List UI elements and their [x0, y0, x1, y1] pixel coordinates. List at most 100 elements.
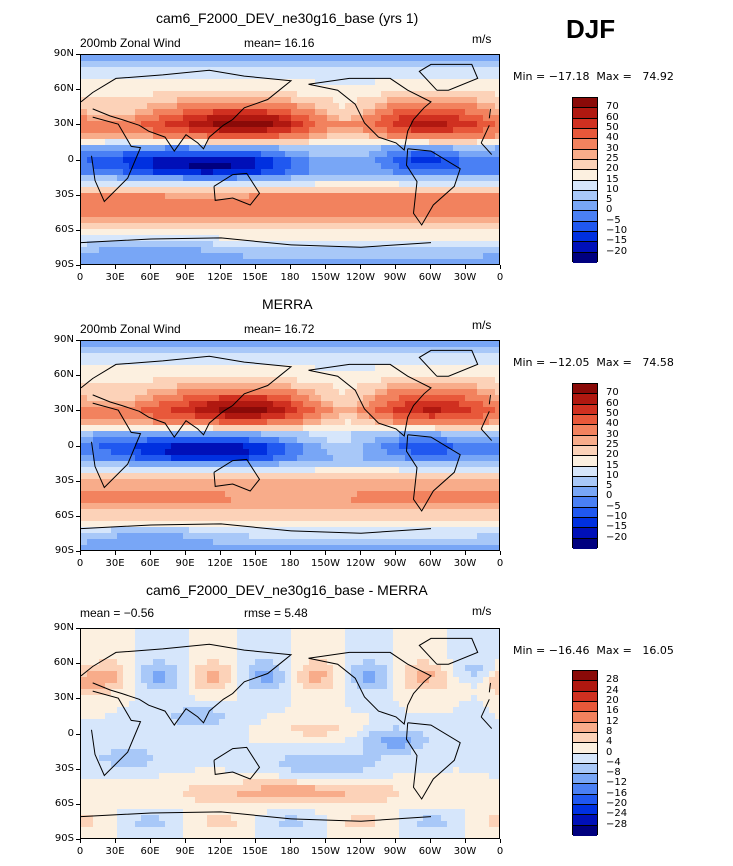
colorbar-swatch [573, 404, 597, 415]
lon-tick-mark [290, 265, 291, 269]
colorbar-label: −24 [606, 808, 628, 820]
lon-tick-label: 30E [105, 846, 125, 857]
colorbar-swatch [573, 445, 597, 457]
colorbar-label: 10 [606, 469, 619, 481]
panel-obs: MERRA 200mb Zonal Wind mean= 16.72 m/s M… [80, 296, 674, 551]
colorbar-swatch [573, 242, 597, 253]
colorbar-swatch [573, 476, 597, 488]
lat-tick-mark [76, 229, 80, 231]
colorbar-label: 15 [606, 459, 619, 471]
colorbar-label: 50 [606, 121, 619, 133]
lat-tick-mark [76, 159, 80, 161]
lon-tick-label: 90W [383, 846, 407, 857]
lon-tick-label: 120W [346, 272, 375, 283]
lat-tick-mark [76, 340, 80, 341]
colorbar-label: 16 [606, 705, 619, 717]
colorbar-label: −15 [606, 521, 628, 533]
colorbar-swatch [573, 825, 597, 836]
lon-tick-label: 0 [76, 846, 84, 857]
lat-tick-mark [76, 89, 80, 91]
colorbar-label: −20 [606, 531, 628, 543]
colorbar-label: −10 [606, 511, 628, 523]
lon-tick-mark [115, 551, 116, 555]
lat-tick-label: 90S [54, 545, 74, 556]
lon-tick-label: 90W [383, 272, 407, 283]
colorbar-label: 0 [606, 490, 613, 502]
colorbar-swatch [573, 128, 597, 140]
lon-tick-mark [150, 551, 151, 555]
mean-label: mean= 16.72 [244, 322, 315, 336]
lon-tick-label: 0 [76, 558, 84, 569]
lon-tick-label: 0 [76, 272, 84, 283]
panel-title: MERRA [262, 296, 313, 312]
lat-tick-mark [76, 54, 80, 55]
lon-tick-mark [220, 839, 221, 843]
colorbar-swatch [573, 159, 597, 171]
lon-tick-label: 180 [280, 846, 300, 857]
lat-tick-label: 0 [67, 727, 74, 739]
colorbar-label: 20 [606, 163, 619, 175]
colorbar-swatch [573, 753, 597, 764]
min-max-label: Min = −12.05 Max = 74.58 [513, 356, 674, 369]
colorbar-swatch [573, 98, 597, 109]
colorbar-swatch [573, 435, 597, 446]
lat-tick-label: 60N [53, 83, 74, 95]
lon-tick-mark [465, 839, 466, 843]
lon-tick-mark [185, 839, 186, 843]
contour-field [81, 341, 499, 550]
colorbar-label: −4 [606, 756, 621, 768]
lon-tick-mark [115, 265, 116, 269]
lon-tick-mark [325, 551, 326, 555]
colorbar-swatch [573, 805, 597, 816]
colorbar-label: 40 [606, 132, 619, 144]
lat-tick-label: 30N [53, 118, 74, 130]
lon-tick-label: 120E [207, 558, 233, 569]
lon-tick-label: 120W [346, 846, 375, 857]
contour-map [80, 340, 500, 551]
colorbar-swatch [573, 108, 597, 119]
lat-tick-label: 0 [67, 439, 74, 451]
colorbar-swatch [573, 538, 597, 549]
colorbar-swatch [573, 414, 597, 426]
panel-title: cam6_F2000_DEV_ne30g16_base (yrs 1) [156, 10, 419, 26]
lon-tick-label: 150E [242, 272, 268, 283]
colorbar-label: −28 [606, 818, 628, 830]
lon-tick-mark [430, 551, 431, 555]
lat-tick-mark [76, 445, 80, 447]
lat-tick-mark [76, 803, 80, 805]
colorbar-label: 12 [606, 715, 619, 727]
lon-tick-label: 150W [311, 846, 340, 857]
lat-tick-mark [76, 663, 80, 665]
colorbar [572, 670, 598, 836]
colorbar-swatch [573, 497, 597, 508]
colorbar-label: −10 [606, 225, 628, 237]
lat-tick-mark [76, 194, 80, 196]
lon-tick-label: 90E [175, 558, 195, 569]
lat-tick-mark [76, 410, 80, 412]
lat-tick-label: 90S [54, 259, 74, 270]
lon-tick-label: 30E [105, 558, 125, 569]
colorbar-label: 5 [606, 194, 613, 206]
lon-tick-label: 30W [453, 558, 477, 569]
colorbar-label: −5 [606, 214, 621, 226]
colorbar-swatch [573, 487, 597, 498]
colorbar-swatch [573, 180, 597, 191]
lon-tick-label: 0 [496, 846, 504, 857]
lon-tick-mark [185, 265, 186, 269]
colorbar-label: 4 [606, 736, 613, 748]
colorbar-label: 0 [606, 204, 613, 216]
colorbar-swatch [573, 784, 597, 795]
lon-tick-label: 90E [175, 272, 195, 283]
lat-tick-label: 30S [54, 474, 74, 486]
colorbar-swatch [573, 384, 597, 395]
lon-tick-label: 60W [418, 272, 442, 283]
colorbar-swatch [573, 118, 597, 129]
lon-tick-label: 180 [280, 272, 300, 283]
lat-tick-mark [76, 480, 80, 482]
lon-tick-label: 60E [140, 272, 160, 283]
lon-tick-mark [500, 265, 501, 269]
lat-tick-label: 60S [54, 509, 74, 521]
lon-tick-label: 60W [418, 558, 442, 569]
panel-model: cam6_F2000_DEV_ne30g16_base (yrs 1) 200m… [0, 0, 733, 290]
lat-tick-label: 30N [53, 692, 74, 704]
